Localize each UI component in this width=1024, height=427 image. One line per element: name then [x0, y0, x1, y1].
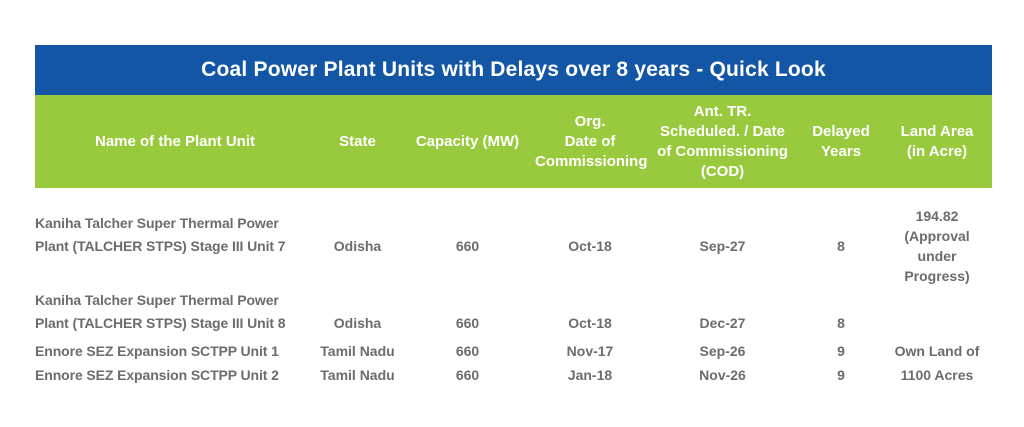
- cell-ant-cod: Sep-26: [699, 342, 746, 359]
- column-header-org-date: Org. Date of Commissioning: [535, 95, 648, 188]
- cell-org-date: Nov-17: [566, 342, 614, 359]
- cell-land-area: 1100 Acres: [900, 366, 974, 383]
- quick-look-infographic: Coal Power Plant Units with Delays over …: [35, 45, 992, 387]
- cell-org-date: Oct-18: [568, 238, 612, 254]
- cell-capacity: 660: [455, 315, 480, 331]
- cell-plant-name: Ennore SEZ Expansion SCTPP Unit 2: [35, 366, 279, 383]
- column-header-plant-name: Name of the Plant Unit: [35, 95, 315, 188]
- cell-delayed-years: 9: [837, 366, 845, 383]
- table-header: Name of the Plant Unit State Capacity (M…: [35, 95, 992, 188]
- cell-ant-cod: Nov-26: [699, 366, 746, 383]
- cell-delayed-years: 8: [837, 238, 845, 254]
- cell-land-area: Own Land of: [894, 342, 980, 359]
- cell-capacity: 660: [455, 342, 480, 359]
- cell-plant-name: Kaniha Talcher Super Thermal Power Plant…: [35, 215, 286, 254]
- cell-state: Tamil Nadu: [320, 366, 395, 383]
- column-header-land-area: Land Area (in Acre): [882, 95, 992, 188]
- column-header-capacity: Capacity (MW): [400, 95, 535, 188]
- table-row: Kaniha Talcher Super Thermal Power Plant…: [35, 286, 992, 339]
- table-row: Ennore SEZ Expansion SCTPP Unit 2 Tamil …: [35, 363, 992, 387]
- cell-plant-name: Ennore SEZ Expansion SCTPP Unit 1: [35, 342, 279, 359]
- cell-state: Odisha: [333, 238, 382, 254]
- cell-land-area: [882, 286, 992, 339]
- page-title: Coal Power Plant Units with Delays over …: [201, 58, 826, 81]
- cell-land-area: 194.82 (Approval under Progress): [904, 208, 970, 284]
- title-bar: Coal Power Plant Units with Delays over …: [35, 45, 992, 95]
- cell-ant-cod: Dec-27: [699, 315, 746, 331]
- header-row: Name of the Plant Unit State Capacity (M…: [35, 95, 992, 188]
- table-body: Kaniha Talcher Super Thermal Power Plant…: [35, 188, 992, 387]
- cell-capacity: 660: [455, 366, 480, 383]
- table-row: Kaniha Talcher Super Thermal Power Plant…: [35, 188, 992, 286]
- column-header-delayed-years: Delayed Years: [800, 95, 882, 188]
- delays-table: Name of the Plant Unit State Capacity (M…: [35, 95, 992, 387]
- table-row: Ennore SEZ Expansion SCTPP Unit 1 Tamil …: [35, 339, 992, 363]
- cell-ant-cod: Sep-27: [699, 238, 746, 254]
- cell-capacity: 660: [455, 238, 480, 254]
- cell-delayed-years: 9: [837, 342, 845, 359]
- cell-delayed-years: 8: [837, 315, 845, 331]
- cell-org-date: Jan-18: [567, 366, 613, 383]
- column-header-state: State: [315, 95, 400, 188]
- cell-org-date: Oct-18: [568, 315, 612, 331]
- cell-state: Odisha: [333, 315, 382, 331]
- column-header-ant-cod: Ant. TR. Scheduled. / Date of Commission…: [645, 95, 800, 188]
- cell-state: Tamil Nadu: [320, 342, 395, 359]
- cell-plant-name: Kaniha Talcher Super Thermal Power Plant…: [35, 292, 286, 331]
